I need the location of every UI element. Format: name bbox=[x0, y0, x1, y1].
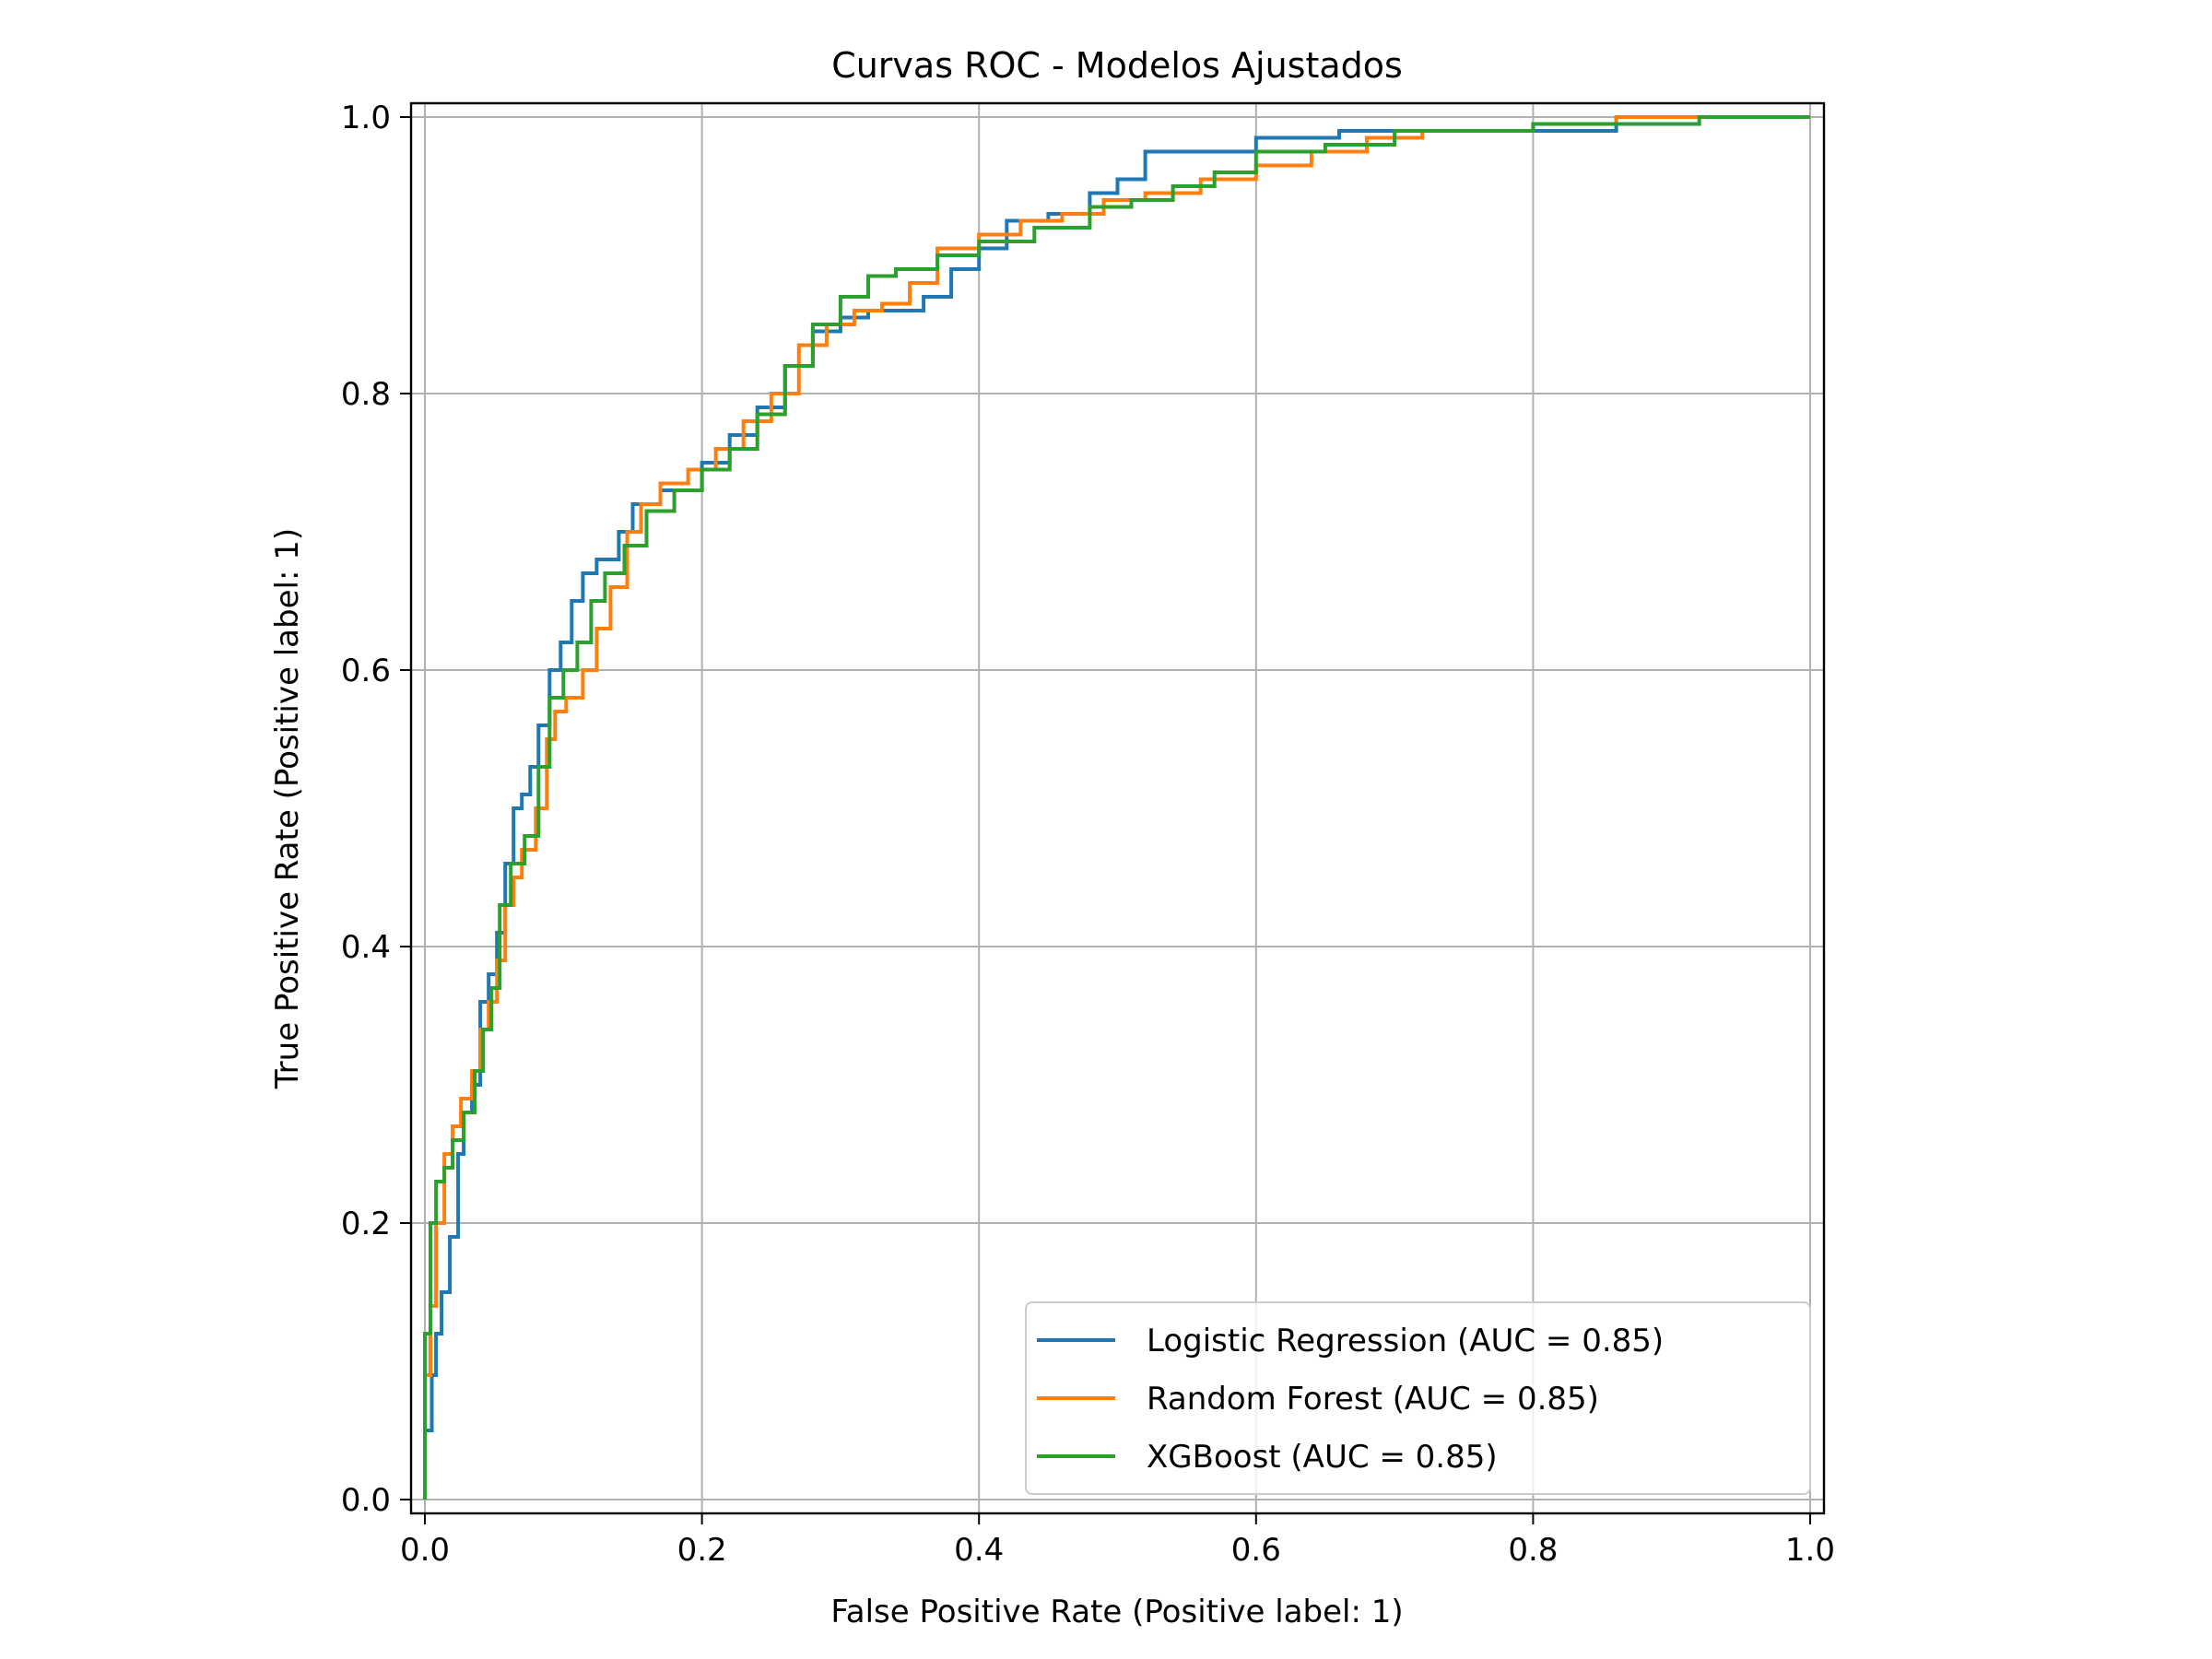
legend: Logistic Regression (AUC = 0.85) Random … bbox=[1025, 1301, 1811, 1495]
series-lines bbox=[423, 115, 1810, 1500]
xgboost-curve bbox=[423, 115, 1810, 1500]
x-tick-label: 0.6 bbox=[1231, 1532, 1281, 1569]
x-tick-label: 0.8 bbox=[1508, 1532, 1558, 1569]
grid bbox=[411, 103, 1824, 1513]
legend-label-random-forest: Random Forest (AUC = 0.85) bbox=[1147, 1381, 1599, 1418]
y-tick-label: 0.8 bbox=[341, 376, 391, 413]
x-tick-label: 1.0 bbox=[1785, 1532, 1835, 1569]
y-tick-label: 0.6 bbox=[341, 653, 391, 689]
x-tick-label: 0.4 bbox=[954, 1532, 1004, 1569]
y-tick-label: 0.4 bbox=[341, 929, 391, 966]
plot-frame bbox=[409, 101, 1826, 1515]
y-tick-label: 0.0 bbox=[341, 1482, 391, 1519]
x-tick-label: 0.2 bbox=[677, 1532, 727, 1569]
y-tick-label: 0.2 bbox=[341, 1206, 391, 1242]
axis-ticks: 0.0 0.2 0.4 0.6 0.8 1.0 0.0 0.2 0.4 0.6 0.8 1.0 bbox=[341, 100, 1835, 1569]
x-tick-label: 0.0 bbox=[400, 1532, 450, 1569]
chart-title: Curvas ROC - Modelos Ajustados bbox=[831, 45, 1403, 86]
y-tick-label: 1.0 bbox=[341, 100, 391, 136]
legend-box bbox=[1025, 1301, 1811, 1495]
legend-label-logistic-regression: Logistic Regression (AUC = 0.85) bbox=[1147, 1323, 1664, 1359]
legend-label-xgboost: XGBoost (AUC = 0.85) bbox=[1147, 1439, 1498, 1476]
x-axis-label: False Positive Rate (Positive label: 1) bbox=[830, 1594, 1403, 1630]
y-axis-label: True Positive Rate (Positive label: 1) bbox=[269, 528, 306, 1089]
